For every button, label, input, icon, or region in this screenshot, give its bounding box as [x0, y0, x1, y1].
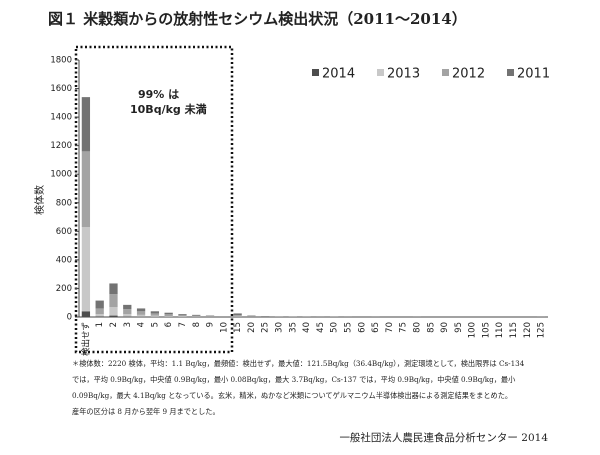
y-tick-label: 1000: [50, 170, 72, 180]
x-tick-label: 115: [509, 322, 519, 338]
bar-segment: [233, 313, 242, 316]
bar-segment: [123, 314, 132, 317]
annotation: 99% は: [138, 88, 179, 101]
y-axis-label: 検体数: [33, 185, 46, 215]
credit: 一般社団法人農民連食品分析センター 2014: [339, 431, 548, 444]
x-tick-label: 60: [357, 322, 367, 333]
bar-segment: [150, 315, 160, 317]
x-tick-label: 45: [316, 322, 326, 333]
bar-segment: [192, 315, 201, 317]
y-tick-label: 0: [67, 313, 72, 323]
bar-segment: [95, 316, 104, 317]
bar-segment: [150, 311, 160, 314]
x-tick-label: 25: [261, 322, 271, 333]
x-tick-label: 120: [523, 322, 533, 338]
x-tick-label: 1: [95, 322, 105, 327]
bar-segment: [164, 312, 173, 315]
bar-segment: [109, 294, 118, 308]
bar-segment: [95, 314, 104, 317]
x-tick-label: 105: [481, 322, 491, 338]
x-tick-label: 85: [426, 322, 436, 333]
y-tick-label: 600: [56, 227, 72, 237]
bar-segment: [109, 283, 118, 295]
bar-segment: [136, 311, 146, 315]
bar-segment: [109, 315, 118, 317]
legend-swatch: [377, 69, 384, 76]
legend-label: 2013: [387, 67, 420, 82]
x-tick-label: 8: [192, 322, 202, 327]
x-tick-label: 75: [399, 322, 409, 333]
bar-segment: [164, 316, 173, 317]
legend-swatch: [312, 69, 319, 76]
annotation: 10Bq/kg 未満: [130, 102, 207, 116]
bar-segment: [164, 314, 173, 317]
x-tick-label: 5: [150, 322, 160, 327]
bar-segment: [205, 316, 215, 317]
x-tick-label: 40: [302, 322, 312, 333]
x-tick-label: 15: [233, 322, 243, 333]
x-tick-label: 9: [206, 322, 216, 327]
x-tick-label: 7: [178, 322, 188, 327]
bar-segment: [109, 307, 118, 316]
y-tick-label: 200: [56, 284, 72, 294]
x-tick-label: 35: [288, 322, 298, 333]
legend-swatch: [442, 69, 449, 76]
x-tick-label: 4: [137, 322, 147, 327]
bar-segment: [233, 315, 242, 317]
bar-segment: [81, 227, 91, 312]
y-tick-label: 1600: [50, 84, 72, 94]
bar-segment: [247, 315, 256, 317]
bar-segment: [178, 315, 187, 317]
x-tick-label: 3: [123, 322, 133, 327]
y-tick-label: 1800: [50, 56, 72, 66]
bar-segment: [178, 316, 187, 317]
bar-segment: [81, 311, 91, 317]
bar-segment: [205, 315, 215, 317]
bar-segment: [150, 313, 160, 316]
legend-label: 2014: [322, 67, 355, 82]
x-tick-label: 55: [343, 322, 353, 333]
x-tick-label: 20: [247, 322, 257, 333]
note: ＊検体数：2220 検体，平均：1.1 Bq/kg，最頻値：検出せず，最大値：1…: [72, 359, 525, 368]
bar-segment: [123, 309, 132, 315]
highlight-box: [74, 45, 234, 354]
bar-segment: [123, 304, 132, 310]
x-tick-label: 95: [454, 322, 464, 333]
x-tick-label: 70: [385, 322, 395, 333]
x-tick-label: 125: [537, 322, 547, 338]
bar-segment: [81, 97, 91, 152]
y-tick-label: 400: [56, 255, 72, 265]
x-tick-label: 検出せず: [80, 322, 91, 356]
note: 0.09Bq/kg，最大 4.1Bq/kg となっている。玄米，精米，ぬかなど米…: [72, 391, 512, 400]
x-tick-label: 65: [371, 322, 381, 333]
bar-segment: [95, 300, 104, 309]
legend-label: 2012: [452, 67, 485, 82]
y-tick-label: 1400: [50, 113, 72, 123]
note: 産年の区分は 8 月から翌年 9 月までとした。: [72, 407, 220, 416]
bar-segment: [81, 151, 91, 228]
note: では，平均 0.9Bq/kg，中央値 0.9Bq/kg，最小 0.08Bq/kg…: [72, 375, 515, 384]
legend-label: 2011: [517, 67, 550, 82]
y-tick-label: 800: [56, 198, 72, 208]
bar-segment: [136, 314, 146, 317]
bar-segment: [192, 314, 201, 316]
bar-segment: [95, 308, 104, 315]
x-tick-label: 10: [219, 322, 229, 333]
bar-segment: [136, 308, 146, 312]
x-tick-label: 50: [330, 322, 340, 333]
bar-segment: [178, 314, 187, 316]
x-tick-label: 80: [412, 322, 422, 333]
x-tick-label: 110: [495, 322, 505, 338]
x-tick-label: 2: [109, 322, 119, 327]
legend-swatch: [507, 69, 514, 76]
y-tick-label: 1200: [50, 141, 72, 151]
bar-segment: [247, 316, 256, 317]
x-tick-label: 100: [468, 322, 478, 338]
x-tick-label: 90: [440, 322, 450, 333]
x-tick-label: 6: [164, 322, 174, 327]
x-tick-label: 30: [275, 322, 285, 333]
chart-title: 図１ 米穀類からの放射性セシウム検出状況（2011〜2014）: [48, 10, 467, 28]
